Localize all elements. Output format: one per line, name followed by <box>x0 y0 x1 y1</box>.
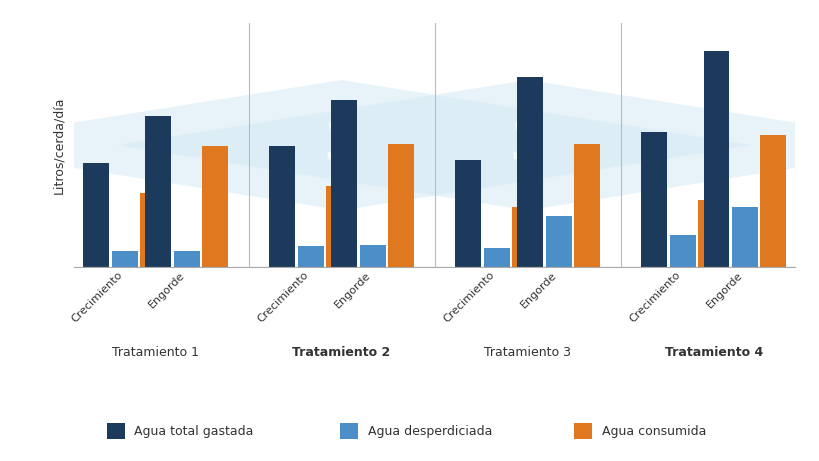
Text: Engorde: Engorde <box>704 270 744 309</box>
Bar <box>517 77 543 267</box>
Text: Crecimiento: Crecimiento <box>70 270 124 325</box>
Y-axis label: Litros/cerda/día: Litros/cerda/día <box>52 96 66 194</box>
Text: Crecimiento: Crecimiento <box>256 270 310 325</box>
Bar <box>269 147 295 267</box>
Text: Agua total gastada: Agua total gastada <box>134 425 254 437</box>
Bar <box>139 193 165 267</box>
Bar <box>387 144 414 267</box>
Text: Crecimiento: Crecimiento <box>441 270 496 325</box>
Bar <box>573 144 599 267</box>
Bar <box>331 100 357 267</box>
Polygon shape <box>0 80 751 210</box>
Text: 3: 3 <box>323 119 360 171</box>
Text: Agua consumida: Agua consumida <box>601 425 705 437</box>
Polygon shape <box>117 80 819 210</box>
Text: Engorde: Engorde <box>147 270 187 309</box>
Bar <box>697 200 723 267</box>
Text: 3: 3 <box>509 119 545 171</box>
Bar <box>731 207 757 267</box>
Text: Engorde: Engorde <box>333 270 372 309</box>
Bar <box>145 116 171 267</box>
Bar <box>703 51 729 267</box>
Bar <box>640 132 667 267</box>
Bar <box>455 160 481 267</box>
Text: Tratamiento 2: Tratamiento 2 <box>292 346 390 359</box>
Text: Tratamiento 3: Tratamiento 3 <box>483 346 570 359</box>
Bar <box>511 207 537 267</box>
Bar <box>759 135 785 267</box>
Text: Tratamiento 1: Tratamiento 1 <box>112 346 199 359</box>
Bar <box>545 216 571 267</box>
Bar <box>174 251 199 267</box>
Text: Agua desperdiciada: Agua desperdiciada <box>368 425 492 437</box>
Bar <box>111 251 138 267</box>
Bar <box>669 235 695 267</box>
Bar <box>325 186 351 267</box>
Text: Tratamiento 4: Tratamiento 4 <box>663 346 762 359</box>
Bar <box>297 247 324 267</box>
Bar <box>483 248 509 267</box>
Text: Crecimiento: Crecimiento <box>627 270 681 325</box>
Bar <box>84 163 109 267</box>
Bar <box>201 147 228 267</box>
Text: Engorde: Engorde <box>518 270 558 309</box>
Bar <box>360 245 385 267</box>
